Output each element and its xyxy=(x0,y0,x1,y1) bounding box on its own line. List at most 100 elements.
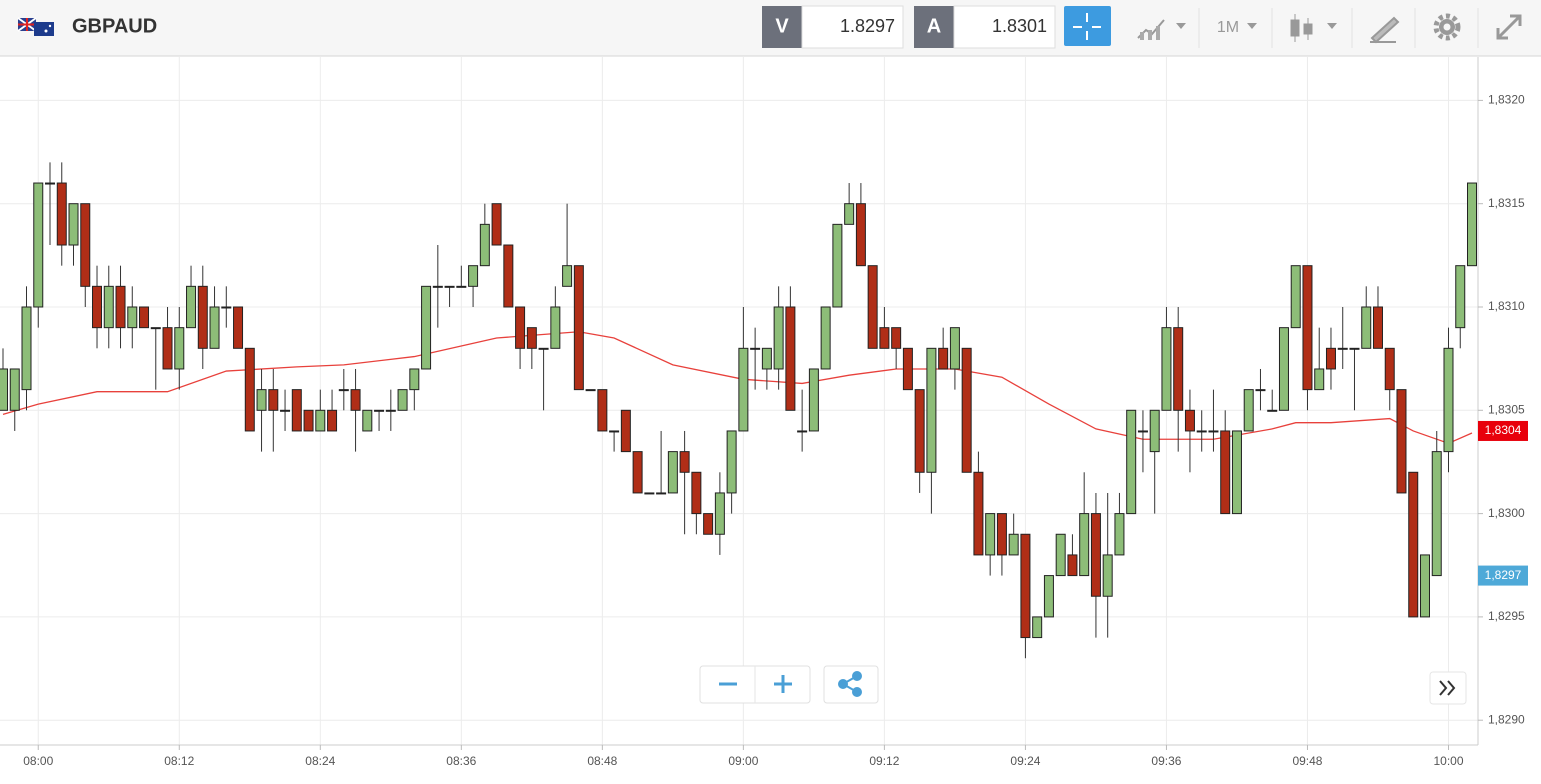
candle-body xyxy=(503,244,514,308)
candle-body xyxy=(1467,182,1477,267)
candle-body xyxy=(773,306,784,370)
candle-body xyxy=(80,203,91,287)
candle-body xyxy=(56,182,67,246)
candle-body xyxy=(1325,347,1336,370)
timeframe-caret xyxy=(1247,23,1257,29)
candle-body xyxy=(1455,265,1466,329)
candle-body xyxy=(1396,389,1407,494)
candle-body xyxy=(891,327,902,349)
candle-body xyxy=(902,347,913,391)
candle-body xyxy=(1032,616,1043,639)
candle-body xyxy=(1008,533,1019,556)
candle-body xyxy=(855,203,866,267)
share-box xyxy=(823,665,879,704)
candle-body xyxy=(973,471,984,556)
sell-price-box[interactable] xyxy=(801,5,904,49)
candle-body xyxy=(996,513,1007,556)
candle-body xyxy=(1431,451,1442,577)
candle-body xyxy=(562,265,573,287)
candle-body xyxy=(820,306,831,370)
sell-label[interactable]: V xyxy=(775,15,789,37)
chart-type-button[interactable] xyxy=(1137,19,1186,40)
candle-body xyxy=(327,409,338,432)
candle-body xyxy=(726,430,737,494)
candle-body xyxy=(985,513,996,556)
crosshair-icon xyxy=(1073,13,1101,40)
candle-body xyxy=(1173,327,1184,411)
candle-body xyxy=(750,347,761,350)
candle-body xyxy=(491,203,502,246)
candle-body xyxy=(761,347,772,370)
candle-style-button[interactable] xyxy=(1290,14,1337,42)
candle-body xyxy=(515,306,526,349)
buy-label[interactable]: A xyxy=(927,15,941,37)
candle-body xyxy=(21,306,32,391)
candle-body xyxy=(45,182,56,185)
candle-body xyxy=(1231,430,1242,515)
candle-body xyxy=(1208,430,1219,433)
fullscreen-button[interactable] xyxy=(1496,14,1522,40)
candle-body xyxy=(409,368,420,391)
moving-average-line xyxy=(2,331,1473,445)
price-marker-label: 1,8297 xyxy=(1485,568,1522,582)
candle-body xyxy=(632,451,643,494)
candle-body xyxy=(197,285,208,349)
timeframe[interactable]: 1M xyxy=(1217,19,1239,36)
candle-body xyxy=(1196,430,1207,433)
candle-body xyxy=(1067,554,1078,577)
y-tick-label: 1,8310 xyxy=(1488,299,1525,313)
candle-body xyxy=(1314,368,1325,391)
candle-body xyxy=(949,327,960,370)
candle-body xyxy=(1137,430,1148,433)
y-tick-label: 1,8295 xyxy=(1488,609,1525,623)
price-marker xyxy=(1478,565,1528,586)
y-tick-label: 1,8320 xyxy=(1488,93,1525,107)
symbol: GBPAUD xyxy=(72,15,157,37)
zoom-in-button[interactable] xyxy=(774,675,792,693)
candle-body xyxy=(609,430,620,433)
x-tick-label: 08:00 xyxy=(23,754,53,768)
candle-body xyxy=(0,368,8,411)
candle-body xyxy=(867,265,878,349)
candle-body xyxy=(691,471,702,515)
sell-label-box[interactable] xyxy=(762,6,802,48)
x-tick-label: 08:12 xyxy=(164,754,194,768)
candle-body xyxy=(374,409,385,412)
candle-body xyxy=(9,368,20,411)
candle-body xyxy=(162,327,173,370)
candle-body xyxy=(1302,265,1313,391)
candle-body xyxy=(1149,409,1160,453)
flag-icon xyxy=(17,17,54,36)
buy-price-box[interactable] xyxy=(953,5,1056,49)
candle-body xyxy=(620,409,631,453)
candle-body xyxy=(714,492,725,535)
candle-body xyxy=(127,306,138,329)
candle-body xyxy=(268,389,279,411)
sell-price[interactable]: 1.8297 xyxy=(840,16,895,36)
candle-body xyxy=(256,389,267,411)
share-button[interactable] xyxy=(838,671,862,697)
candle-body xyxy=(926,347,937,473)
candle-body xyxy=(421,285,432,370)
candle-body xyxy=(233,306,244,349)
candles xyxy=(0,162,1477,659)
candle-body xyxy=(456,285,467,288)
draw-tool-button[interactable] xyxy=(1370,16,1400,44)
candle-body xyxy=(174,327,185,370)
candle-body xyxy=(244,347,255,432)
scroll-end-button[interactable] xyxy=(1439,680,1456,696)
candle-body xyxy=(679,451,690,473)
candle-body xyxy=(1220,430,1231,515)
candle-body xyxy=(385,409,396,412)
settings-button[interactable] xyxy=(1433,13,1461,41)
buy-price[interactable]: 1.8301 xyxy=(992,16,1047,36)
candle-body xyxy=(1090,513,1101,597)
candle-body xyxy=(1384,347,1395,391)
x-tick-label: 09:24 xyxy=(1010,754,1040,768)
buy-label-box[interactable] xyxy=(914,6,954,48)
crosshair-button[interactable] xyxy=(1064,6,1111,46)
candle-body xyxy=(1419,554,1430,618)
candle-body xyxy=(303,409,314,432)
candle-body xyxy=(1243,389,1254,432)
